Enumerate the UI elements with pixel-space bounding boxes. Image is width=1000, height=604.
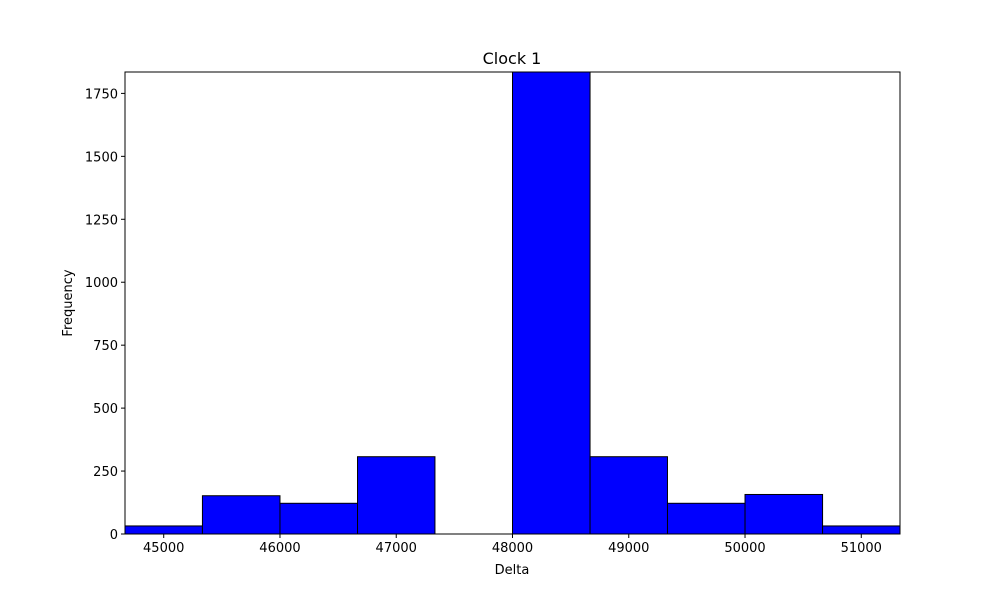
y-tick-label: 1250 (85, 213, 118, 228)
x-tick-label: 46000 (259, 541, 300, 556)
x-tick-label: 45000 (143, 541, 184, 556)
x-tick-label: 47000 (376, 541, 417, 556)
y-tick-label: 1750 (85, 87, 118, 102)
x-axis-label: Delta (495, 563, 530, 578)
y-axis-label: Frequency (61, 269, 76, 336)
histogram-bar (279, 502, 359, 535)
y-tick-label: 0 (110, 528, 118, 543)
y-tick-label: 250 (93, 465, 118, 480)
x-tick-label: 50000 (724, 541, 765, 556)
chart-title: Clock 1 (483, 49, 542, 68)
bars-group (124, 71, 901, 535)
y-tick-label: 750 (93, 339, 118, 354)
y-tick-label: 1500 (85, 150, 118, 165)
y-tick-label: 500 (93, 402, 118, 417)
x-ticks-group: 45000 46000 47000 48000 49000 50000 51000 (143, 534, 882, 556)
plot-frame (124, 71, 901, 535)
x-tick-label: 49000 (608, 541, 649, 556)
y-ticks-group: 0 250 500 750 1000 1250 1500 1750 (85, 87, 125, 543)
histogram-bar (822, 525, 901, 535)
x-tick-label: 51000 (841, 541, 882, 556)
x-tick-label: 48000 (492, 541, 533, 556)
histogram-bar (357, 456, 436, 535)
y-tick-label: 1000 (85, 276, 118, 291)
histogram-bar (744, 493, 824, 535)
histogram-bar (666, 502, 746, 535)
histogram-bar (589, 456, 668, 535)
histogram-bar (201, 495, 281, 535)
histogram-bar (512, 71, 591, 535)
histogram-bar (124, 525, 203, 535)
